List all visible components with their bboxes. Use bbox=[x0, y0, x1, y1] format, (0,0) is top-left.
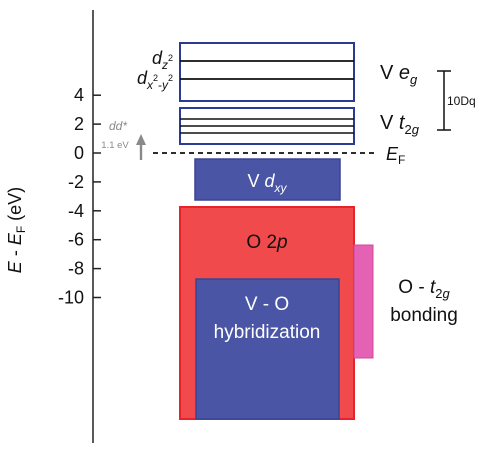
y-tick-label: -6 bbox=[68, 230, 84, 250]
gap-label: 10Dq bbox=[447, 94, 476, 108]
ot2g-bonding-band bbox=[353, 244, 374, 359]
y-axis-title: E - EF (eV) bbox=[5, 187, 28, 273]
y-tick-label: 2 bbox=[74, 114, 84, 134]
y-tick-label: -8 bbox=[68, 259, 84, 279]
y-tick-label: -2 bbox=[68, 172, 84, 192]
dd-label: dd* bbox=[109, 119, 127, 133]
y-tick-label: -10 bbox=[58, 288, 84, 308]
ot2g-label-line1: O - t2g bbox=[398, 277, 450, 301]
eg-box bbox=[179, 42, 355, 102]
gap-bracket bbox=[437, 70, 451, 131]
vo-label-line2: hybridization bbox=[214, 322, 321, 343]
v-eg-label: V eg bbox=[380, 62, 418, 87]
y-tick-label: -4 bbox=[68, 201, 84, 221]
v-t2g-label: V t2g bbox=[380, 112, 420, 137]
y-tick-label: 0 bbox=[74, 143, 84, 163]
dd-arrow-head bbox=[136, 134, 146, 145]
dx2y2-label: dx2-y2 bbox=[137, 68, 173, 92]
vdxy-band bbox=[194, 158, 341, 201]
vdxy-label: V dxy bbox=[247, 171, 287, 195]
dd-energy-label: 1.1 eV bbox=[101, 140, 129, 151]
vo-hybridization-band bbox=[195, 278, 340, 420]
ot2g-label-line2: bonding bbox=[390, 305, 458, 326]
fermi-level-label: EF bbox=[386, 144, 405, 167]
y-tick-label: 4 bbox=[74, 85, 84, 105]
o2p-label: O 2p bbox=[246, 232, 287, 253]
vo-label-line1: V - O bbox=[245, 294, 289, 315]
y-axis-ticks: 4 2 0 -2 -4 -6 -8 -10 bbox=[58, 85, 101, 308]
dz2-label: dz2 bbox=[152, 48, 173, 72]
